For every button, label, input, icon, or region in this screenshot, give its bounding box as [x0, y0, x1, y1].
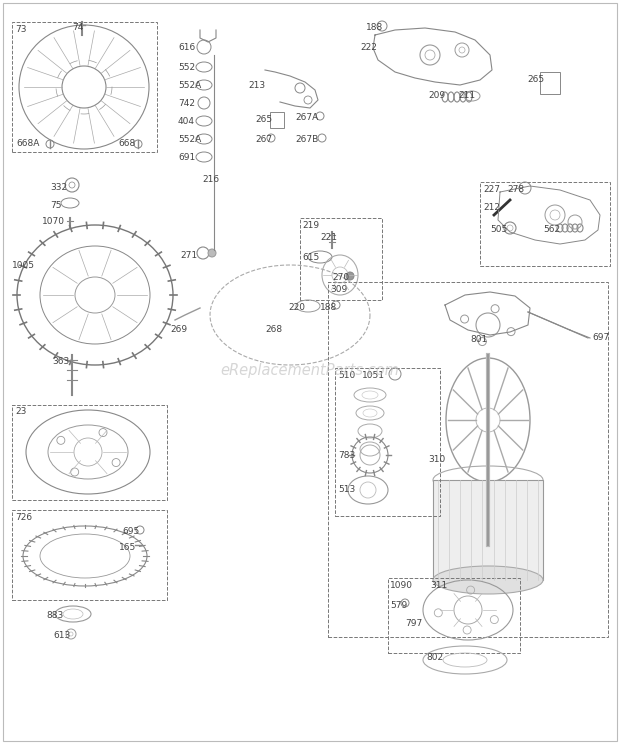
Text: 23: 23: [15, 408, 27, 417]
Bar: [335, 368, 440, 516]
Text: 165: 165: [119, 542, 136, 551]
Text: 797: 797: [405, 618, 422, 627]
Text: 219: 219: [302, 220, 319, 229]
Text: 209: 209: [428, 91, 445, 100]
Text: 271: 271: [180, 251, 197, 260]
Text: 309: 309: [330, 286, 347, 295]
Bar: [388, 578, 520, 653]
Text: 505: 505: [490, 225, 507, 234]
Circle shape: [346, 272, 354, 280]
Text: 615: 615: [302, 254, 319, 263]
Bar: [12, 22, 157, 152]
Text: 310: 310: [428, 455, 445, 464]
Text: 510: 510: [338, 371, 355, 380]
Circle shape: [208, 249, 216, 257]
Text: 75: 75: [50, 200, 61, 210]
Text: 1051: 1051: [362, 371, 385, 380]
Text: 668: 668: [118, 138, 135, 147]
Text: 265: 265: [527, 75, 544, 85]
Text: 802: 802: [426, 653, 443, 662]
Text: 363: 363: [52, 358, 69, 367]
Bar: [12, 510, 167, 600]
Ellipse shape: [433, 566, 543, 594]
Text: 1070: 1070: [42, 217, 65, 226]
Text: 267A: 267A: [295, 114, 318, 123]
Text: 221: 221: [320, 232, 337, 242]
Text: 268: 268: [265, 326, 282, 335]
Text: 188: 188: [366, 24, 383, 33]
Text: 269: 269: [170, 326, 187, 335]
Text: 695: 695: [122, 527, 140, 536]
Bar: [480, 182, 610, 266]
Bar: [12, 405, 167, 500]
Text: 616: 616: [178, 42, 195, 51]
Text: 267: 267: [255, 135, 272, 144]
Text: 270: 270: [332, 274, 349, 283]
Bar: [300, 218, 382, 300]
Text: 691: 691: [178, 153, 195, 161]
Text: 265: 265: [255, 115, 272, 124]
Text: 552: 552: [178, 62, 195, 71]
Text: 668A: 668A: [16, 138, 40, 147]
Text: 801: 801: [470, 336, 487, 344]
Text: 278: 278: [507, 185, 524, 194]
Text: 74: 74: [72, 24, 83, 33]
Bar: [328, 282, 608, 637]
Text: 579: 579: [390, 600, 407, 609]
Text: 212: 212: [483, 202, 500, 211]
Text: 697: 697: [592, 333, 609, 341]
Text: 332: 332: [50, 184, 67, 193]
Text: 1090: 1090: [390, 582, 413, 591]
Text: 222: 222: [360, 42, 377, 51]
Text: 783: 783: [338, 451, 355, 460]
Text: 742: 742: [178, 98, 195, 107]
Text: 883: 883: [46, 611, 63, 620]
Text: 613: 613: [53, 630, 70, 640]
Text: 404: 404: [178, 117, 195, 126]
Text: 211: 211: [458, 91, 475, 100]
Text: 1005: 1005: [12, 260, 35, 269]
Text: 311: 311: [430, 582, 447, 591]
Text: 188: 188: [320, 303, 337, 312]
Text: 562: 562: [543, 225, 560, 234]
Text: 552A: 552A: [178, 80, 202, 89]
Text: eReplacementParts.com: eReplacementParts.com: [221, 362, 399, 377]
Bar: [270, 112, 284, 128]
Text: 227: 227: [483, 185, 500, 194]
Text: 726: 726: [15, 513, 32, 522]
Text: 552A: 552A: [178, 135, 202, 144]
Text: 216: 216: [202, 176, 219, 185]
Bar: [540, 72, 560, 94]
Text: 513: 513: [338, 486, 355, 495]
Text: 220: 220: [288, 303, 305, 312]
Bar: [433, 480, 543, 580]
Text: 73: 73: [15, 25, 27, 34]
Text: 213: 213: [248, 80, 265, 89]
Text: 267B: 267B: [295, 135, 318, 144]
